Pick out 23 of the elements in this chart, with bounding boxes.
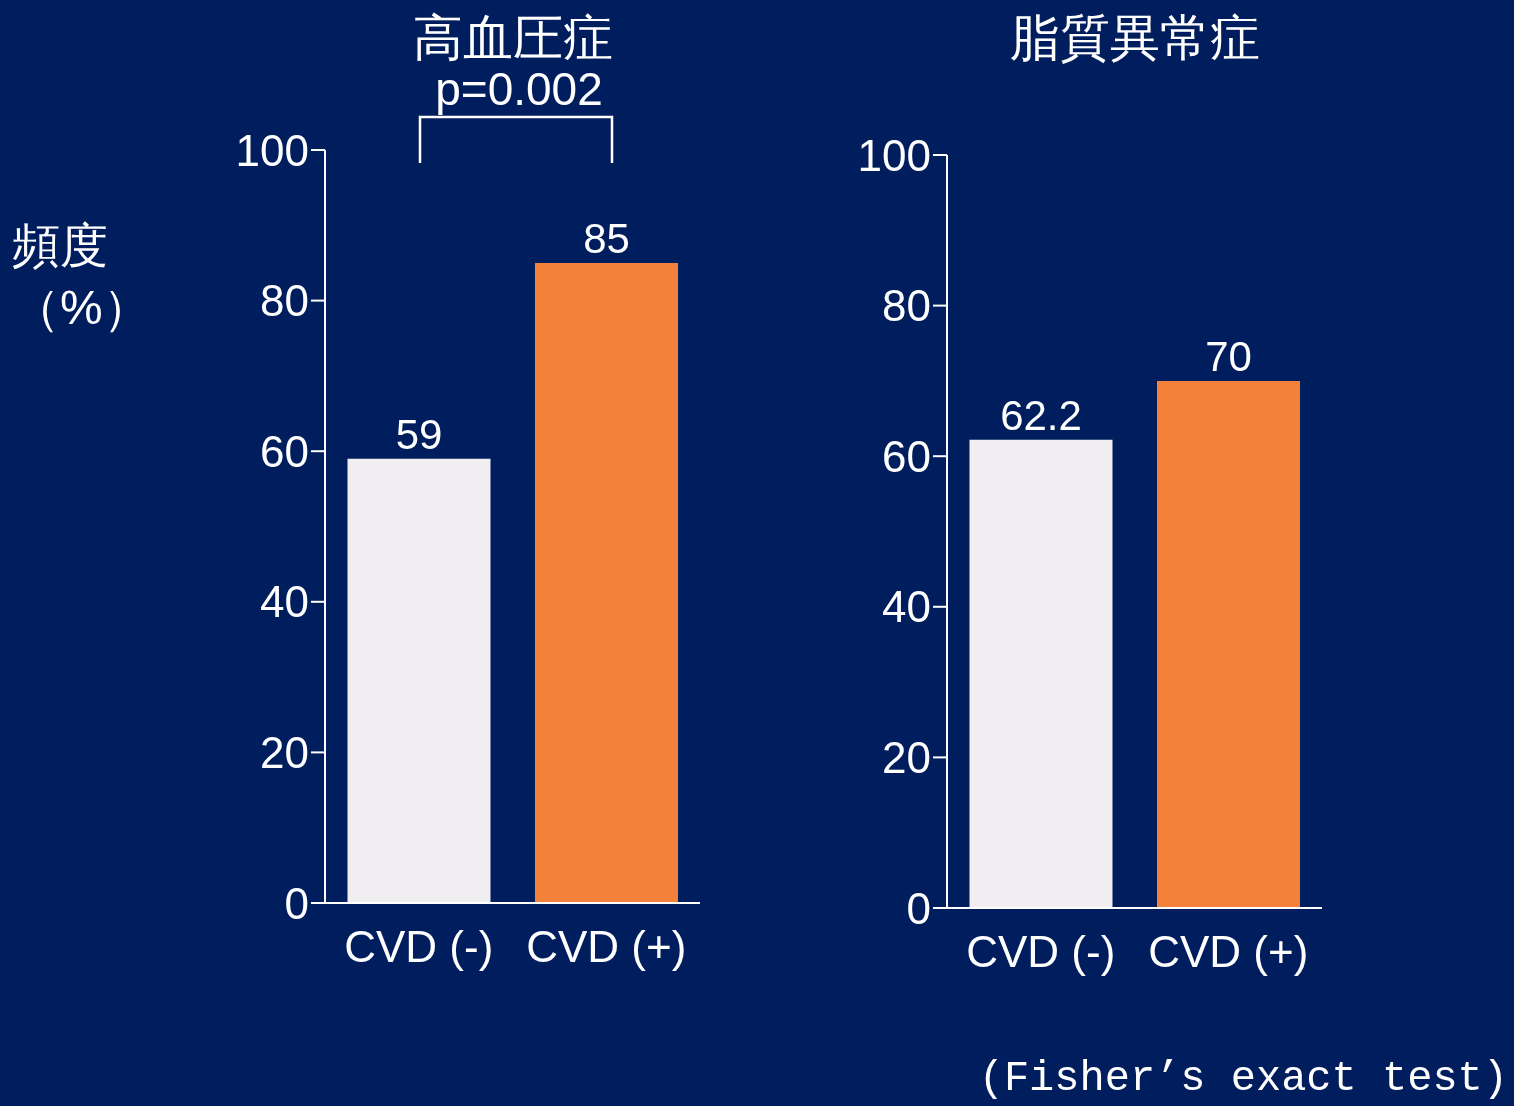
x-tick-label: CVD (+) [526, 922, 687, 972]
y-tick-label: 80 [260, 276, 309, 326]
data-label: 62.2 [1000, 391, 1082, 439]
y-tick-label: 20 [882, 733, 931, 783]
y-tick-label: 80 [882, 281, 931, 331]
data-label: 59 [395, 410, 443, 458]
data-label: 70 [1205, 332, 1252, 380]
x-tick-label: CVD (+) [1148, 927, 1309, 977]
text: (Fisher’s exact test) [978, 1055, 1508, 1103]
x-tick-label: CVD (-) [344, 922, 494, 972]
y-tick-label: 40 [882, 582, 931, 632]
y-tick-label: 100 [857, 130, 931, 180]
y-axis-title: 頻度（%） [12, 218, 151, 337]
y-tick-label: 60 [882, 431, 931, 481]
y-tick-label: 20 [260, 728, 309, 778]
chart-title: 脂質異常症 [1008, 9, 1261, 68]
y-tick-label: 0 [284, 878, 309, 928]
y-tick-label: 60 [260, 426, 309, 476]
y-tick-label: 40 [260, 577, 309, 627]
x-tick-label: CVD (-) [966, 927, 1116, 977]
y-tick-label: 0 [906, 883, 931, 933]
data-label: 85 [583, 214, 630, 262]
y-tick-label: 100 [235, 125, 309, 175]
